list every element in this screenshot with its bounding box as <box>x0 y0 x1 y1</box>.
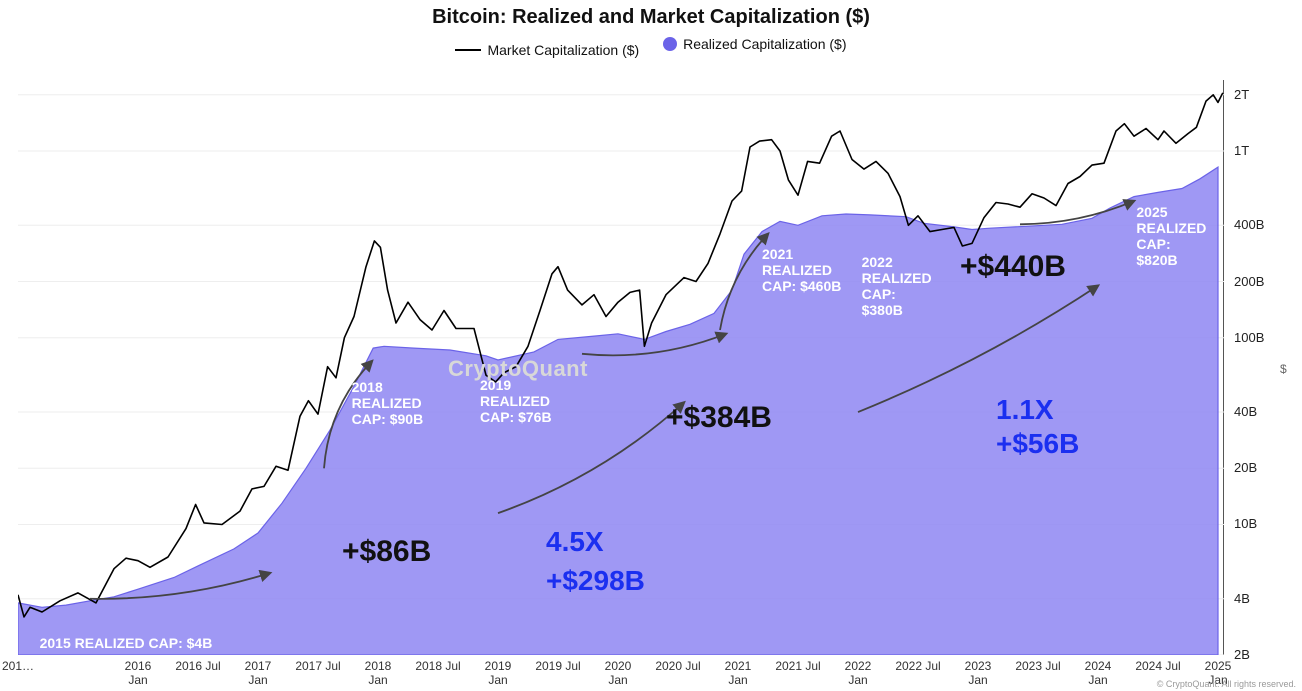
x-tick-label: 2021 Jan <box>725 659 752 687</box>
y-tick-label: 2B <box>1234 647 1250 662</box>
chart-plot: CryptoQuant 2B4B10B20B40B100B200B400B1T2… <box>18 80 1224 655</box>
y-tick-label: 4B <box>1234 591 1250 606</box>
x-tick-label: 2017 Jul <box>295 659 340 673</box>
x-tick-label: 2024 Jul <box>1135 659 1180 673</box>
chart-title: Bitcoin: Realized and Market Capitalizat… <box>0 6 1302 29</box>
legend-line-icon <box>455 49 481 51</box>
y-axis-unit: $ <box>1280 362 1287 376</box>
x-tick-label: 2023 Jan <box>965 659 992 687</box>
legend-dot-icon <box>663 37 677 51</box>
annotation-d2: +$384B <box>666 401 772 435</box>
x-tick-label: 2019 Jul <box>535 659 580 673</box>
x-tick-label: 2023 Jul <box>1015 659 1060 673</box>
y-tick-label: 10B <box>1234 516 1257 531</box>
legend-realized-label: Realized Capitalization ($) <box>683 36 846 52</box>
y-tick-label: 20B <box>1234 460 1257 475</box>
legend-realized: Realized Capitalization ($) <box>663 36 846 52</box>
x-tick-label: 2016 Jan <box>125 659 152 687</box>
x-tick-label: 2022 Jul <box>895 659 940 673</box>
legend-market: Market Capitalization ($) <box>455 42 639 58</box>
annotation-cap2025: 2025 REALIZED CAP: $820B <box>1136 204 1206 268</box>
annotation-m2b: +$56B <box>996 428 1079 460</box>
annotation-m1a: 4.5X <box>546 526 604 558</box>
annotation-cap2019: 2019 REALIZED CAP: $76B <box>480 377 552 425</box>
x-tick-label: 2018 Jan <box>365 659 392 687</box>
annotation-cap2018: 2018 REALIZED CAP: $90B <box>352 379 424 427</box>
annotation-cap2022: 2022 REALIZED CAP: $380B <box>862 254 932 318</box>
y-tick-label: 2T <box>1234 87 1249 102</box>
x-tick-label: 2018 Jul <box>415 659 460 673</box>
annotation-cap2015: 2015 REALIZED CAP: $4B <box>40 635 213 651</box>
x-tick-label: 2024 Jan <box>1085 659 1112 687</box>
legend-market-label: Market Capitalization ($) <box>487 42 639 58</box>
annotation-d1: +$86B <box>342 535 431 569</box>
y-tick-label: 40B <box>1234 404 1257 419</box>
annotation-m2a: 1.1X <box>996 394 1054 426</box>
x-tick-label: 2019 Jan <box>485 659 512 687</box>
annotation-cap2021: 2021 REALIZED CAP: $460B <box>762 246 841 294</box>
x-tick-label: 2022 Jan <box>845 659 872 687</box>
x-tick-label: 2021 Jul <box>775 659 820 673</box>
annotation-d3: +$440B <box>960 250 1066 284</box>
x-tick-label: 2017 Jan <box>245 659 272 687</box>
y-tick-label: 200B <box>1234 274 1264 289</box>
x-tick-label: 201… <box>2 659 34 673</box>
x-tick-label: 2020 Jul <box>655 659 700 673</box>
y-tick-label: 1T <box>1234 143 1249 158</box>
y-tick-label: 400B <box>1234 217 1264 232</box>
attribution: © CryptoQuant. All rights reserved. <box>1157 679 1296 689</box>
annotation-m1b: +$298B <box>546 565 645 597</box>
x-tick-label: 2020 Jan <box>605 659 632 687</box>
y-tick-label: 100B <box>1234 330 1264 345</box>
x-tick-label: 2016 Jul <box>175 659 220 673</box>
legend: Market Capitalization ($) Realized Capit… <box>0 36 1302 58</box>
